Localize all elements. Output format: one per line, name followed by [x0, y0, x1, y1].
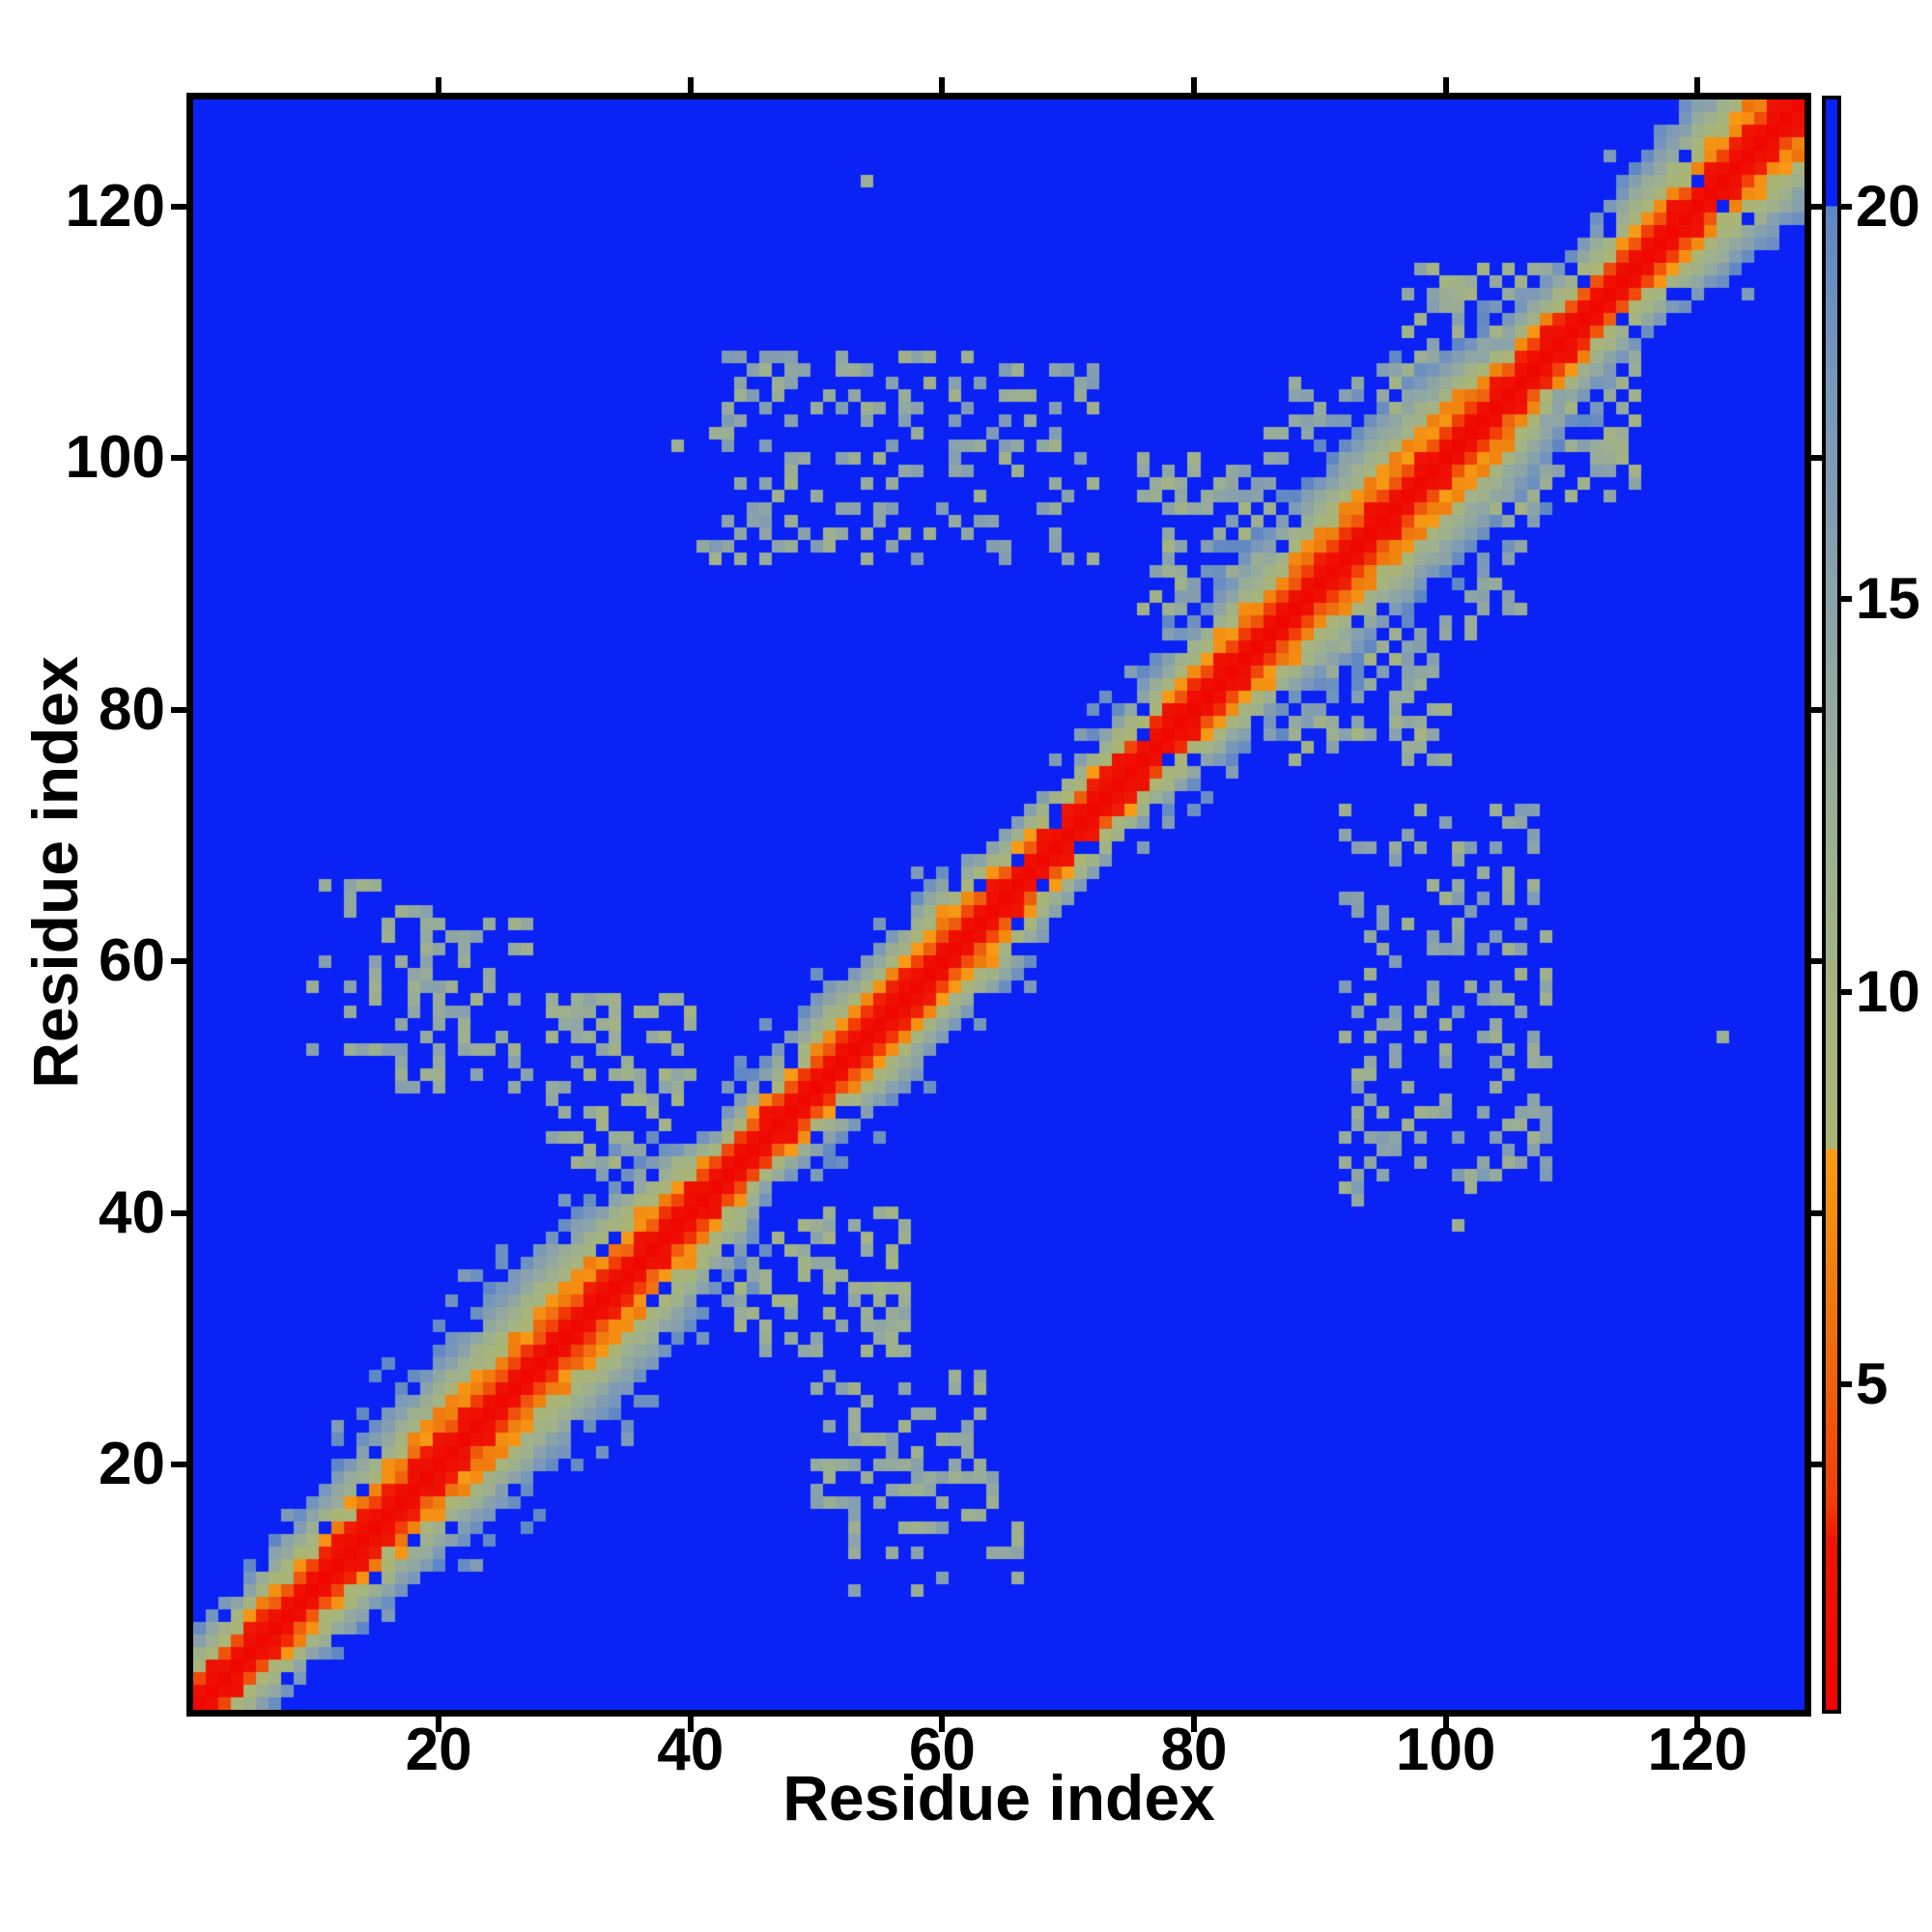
- x-tick-label: 40: [657, 1717, 724, 1783]
- y-tick-right: [1811, 958, 1827, 965]
- x-axis-title: Residue index: [782, 1762, 1215, 1833]
- x-tick: [1442, 1717, 1449, 1732]
- colorbar-tick: [1839, 596, 1852, 603]
- x-tick-top: [1694, 77, 1701, 93]
- y-tick-right: [1811, 1209, 1827, 1216]
- colorbar-tick-label: 5: [1856, 1351, 1889, 1417]
- y-tick-label: 100: [65, 424, 165, 492]
- x-tick-label: 80: [1160, 1717, 1228, 1783]
- y-tick-right: [1811, 706, 1827, 713]
- x-tick-label: 120: [1647, 1717, 1747, 1783]
- y-tick: [171, 1462, 186, 1468]
- y-tick: [171, 455, 186, 462]
- colorbar-tick: [1839, 988, 1852, 995]
- x-tick-top: [436, 77, 442, 93]
- x-tick-top: [1442, 77, 1449, 93]
- heatmap-plot-area: [186, 93, 1811, 1717]
- colorbar-tick-label: 10: [1856, 958, 1920, 1024]
- x-tick-label: 100: [1395, 1717, 1496, 1783]
- y-tick-label: 40: [99, 1179, 165, 1246]
- x-tick: [1190, 1717, 1197, 1732]
- x-tick-top: [687, 77, 694, 93]
- colorbar-tick-label: 20: [1856, 173, 1920, 239]
- y-tick-label: 20: [99, 1431, 165, 1498]
- x-tick: [1694, 1717, 1701, 1732]
- y-tick-label: 80: [99, 675, 165, 743]
- colorbar-tick: [1839, 1381, 1852, 1388]
- y-tick: [171, 1209, 186, 1216]
- y-tick-label: 60: [99, 927, 165, 995]
- x-tick: [939, 1717, 946, 1732]
- y-tick: [171, 958, 186, 965]
- y-tick: [171, 203, 186, 210]
- y-tick-right: [1811, 203, 1827, 210]
- x-tick-top: [1190, 77, 1197, 93]
- x-tick-label: 60: [908, 1717, 976, 1783]
- x-tick: [687, 1717, 694, 1732]
- colorbar: [1822, 96, 1841, 1714]
- y-tick-right: [1811, 1462, 1827, 1468]
- y-tick-label: 120: [65, 172, 165, 240]
- colorbar-tick: [1839, 203, 1852, 210]
- x-tick-top: [939, 77, 946, 93]
- colorbar-tick-label: 15: [1856, 566, 1920, 632]
- x-tick-label: 20: [405, 1717, 472, 1783]
- y-tick: [171, 706, 186, 713]
- y-tick-right: [1811, 455, 1827, 462]
- x-tick: [436, 1717, 442, 1732]
- heatmap-canvas: [193, 99, 1804, 1710]
- y-axis-title: Residue index: [19, 656, 91, 1089]
